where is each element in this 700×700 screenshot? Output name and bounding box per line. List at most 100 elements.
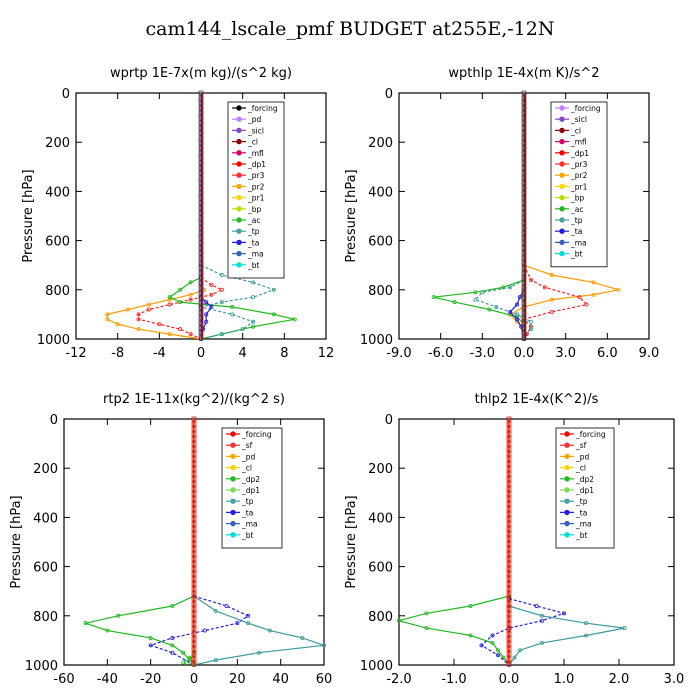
series-point bbox=[584, 302, 589, 307]
series-point bbox=[213, 658, 218, 663]
zero-series-marker bbox=[506, 656, 512, 662]
chart-panel-3: rtp2 1E-11x(kg^2)/(kg^2 s) Pressure [hPa]… bbox=[9, 392, 332, 687]
zero-series-marker bbox=[198, 130, 204, 136]
series-point bbox=[167, 302, 172, 307]
x-tick-label: -1.0 bbox=[441, 672, 466, 687]
series-line bbox=[193, 595, 325, 666]
series-point bbox=[115, 322, 120, 327]
zero-series-marker bbox=[198, 170, 204, 176]
zero-series-marker bbox=[521, 335, 527, 341]
zero-series-marker bbox=[506, 556, 512, 562]
x-tick-label: 3.0 bbox=[664, 672, 685, 687]
legend-swatch-marker bbox=[564, 487, 570, 493]
legend-label: _bt bbox=[247, 261, 260, 270]
series-point bbox=[204, 300, 209, 305]
zero-series-marker bbox=[521, 90, 527, 96]
legend-label: _pr1 bbox=[570, 182, 588, 191]
zero-series-marker bbox=[506, 601, 512, 607]
series-line bbox=[168, 276, 295, 340]
zero-series-marker bbox=[191, 521, 197, 527]
legend-swatch-marker bbox=[564, 509, 570, 516]
zero-series-marker bbox=[521, 140, 527, 146]
zero-series-marker bbox=[521, 125, 527, 131]
zero-series-marker bbox=[198, 155, 204, 161]
zero-series-marker bbox=[198, 165, 204, 171]
zero-series-marker bbox=[506, 571, 512, 577]
y-tick-label: 600 bbox=[368, 235, 393, 250]
zero-series-marker bbox=[198, 305, 204, 311]
zero-series-marker bbox=[521, 160, 527, 166]
legend-label: _ma bbox=[570, 238, 587, 247]
x-tick-label: 12 bbox=[318, 346, 335, 361]
y-axis-label: Pressure [hPa] bbox=[344, 169, 359, 262]
legend-swatch-marker bbox=[230, 464, 236, 471]
series-point bbox=[178, 327, 183, 332]
series-point bbox=[528, 277, 533, 282]
legend-label: _bp bbox=[570, 194, 585, 203]
series-point bbox=[251, 324, 256, 329]
series-point bbox=[473, 290, 478, 295]
zero-series-marker bbox=[191, 656, 197, 662]
series-point bbox=[230, 312, 235, 317]
zero-series-marker bbox=[506, 486, 512, 492]
zero-series-marker bbox=[506, 426, 512, 432]
series-point bbox=[487, 307, 492, 312]
series-point bbox=[490, 640, 495, 645]
zero-series-marker bbox=[191, 446, 197, 452]
x-tick-label: 3.0 bbox=[555, 346, 576, 361]
series-point bbox=[616, 287, 621, 292]
y-tick-label: 1000 bbox=[360, 659, 393, 674]
y-tick-label: 600 bbox=[33, 561, 58, 576]
zero-series-marker bbox=[198, 275, 204, 281]
zero-series-marker bbox=[521, 260, 527, 266]
zero-series-marker bbox=[191, 561, 197, 567]
zero-series-marker bbox=[506, 646, 512, 652]
legend-label: _dp1 bbox=[575, 486, 594, 495]
series-point bbox=[508, 309, 513, 314]
series-line bbox=[522, 264, 588, 340]
series-point bbox=[517, 295, 522, 300]
zero-series-marker bbox=[506, 441, 512, 447]
legend-swatch-marker bbox=[230, 476, 236, 482]
zero-series-marker bbox=[191, 536, 197, 542]
zero-series-marker bbox=[191, 441, 197, 447]
zero-series-marker bbox=[521, 250, 527, 256]
series-point bbox=[424, 611, 429, 616]
zero-series-marker bbox=[191, 626, 197, 632]
zero-series-marker bbox=[521, 170, 527, 176]
series-point bbox=[549, 273, 554, 278]
legend-label: _cl bbox=[570, 126, 581, 135]
zero-series-marker bbox=[506, 606, 512, 612]
series-point bbox=[534, 603, 539, 608]
series-line bbox=[508, 605, 625, 666]
zero-series-marker bbox=[521, 100, 527, 106]
legend-swatch-marker bbox=[236, 127, 242, 134]
zero-series-marker bbox=[506, 661, 512, 667]
chart-panel-4: thlp2 1E-4x(K^2)/s Pressure [hPa] 0 200 400 6… bbox=[344, 392, 684, 687]
series-point bbox=[246, 621, 251, 626]
y-tick-label: 1000 bbox=[25, 659, 58, 674]
zero-series-marker bbox=[521, 315, 527, 321]
legend-label: _tp bbox=[575, 497, 588, 506]
zero-series-marker bbox=[521, 255, 527, 261]
x-tick-label: 60 bbox=[316, 672, 333, 687]
legend-label: _pr3 bbox=[570, 160, 588, 169]
x-tick-label: -8 bbox=[111, 346, 124, 361]
series-point bbox=[219, 287, 224, 292]
legend-swatch-marker bbox=[230, 453, 236, 460]
zero-series-marker bbox=[506, 481, 512, 487]
series-point bbox=[577, 295, 582, 300]
zero-series-marker bbox=[521, 110, 527, 116]
zero-series-marker bbox=[506, 641, 512, 647]
zero-series-marker bbox=[191, 551, 197, 557]
series-point bbox=[146, 307, 151, 312]
legend-label: _pr2 bbox=[570, 171, 588, 180]
legend-swatch-marker bbox=[564, 442, 570, 448]
zero-series-marker bbox=[506, 456, 512, 462]
x-tick-label: 40 bbox=[272, 672, 289, 687]
zero-series-marker bbox=[191, 556, 197, 562]
series-point bbox=[452, 300, 457, 305]
x-tick-label: 0.0 bbox=[514, 346, 535, 361]
zero-series-marker bbox=[506, 581, 512, 587]
series-point bbox=[424, 626, 429, 631]
